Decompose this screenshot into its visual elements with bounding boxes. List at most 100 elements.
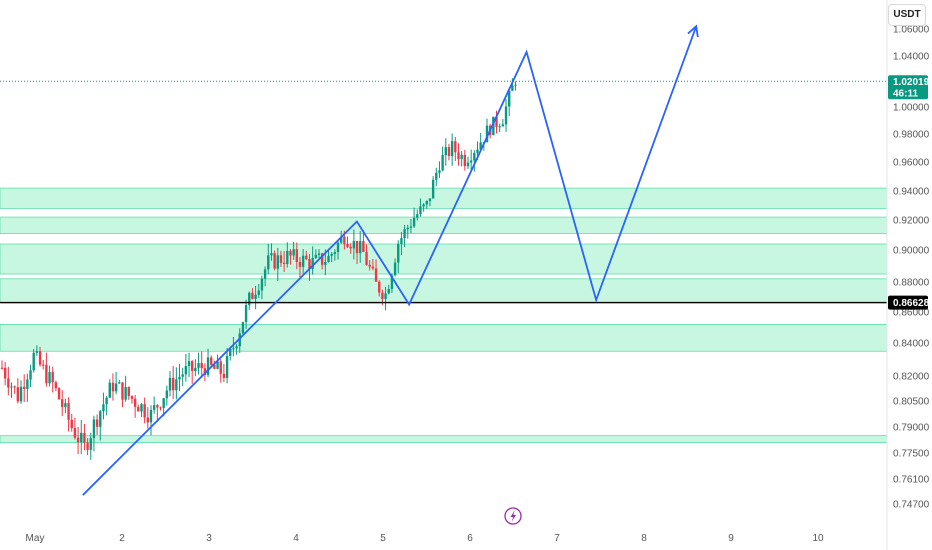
- support-zone-5: [0, 435, 888, 443]
- candle: [187, 352, 191, 378]
- candle: [403, 224, 406, 247]
- level-price-badge: 0.86628: [888, 295, 930, 310]
- candle: [447, 143, 451, 161]
- candle: [200, 351, 203, 378]
- candle: [308, 254, 311, 281]
- candle: [13, 385, 16, 394]
- candle: [48, 365, 51, 387]
- candle: [463, 149, 467, 171]
- candle: [121, 382, 124, 408]
- x-tick-label: May: [26, 533, 45, 544]
- candle: [114, 371, 118, 395]
- candle: [501, 119, 505, 127]
- candle: [244, 299, 248, 329]
- candle: [270, 243, 273, 261]
- x-tick-label: 3: [206, 533, 212, 544]
- candle: [409, 219, 413, 234]
- price-axis[interactable]: 1.06000 1.04000 1.00000 0.98000 0.96000 0.940…: [886, 0, 930, 550]
- support-zone-4: [0, 323, 888, 352]
- candle: [235, 344, 238, 355]
- candle: [67, 397, 70, 432]
- candle: [140, 402, 143, 418]
- candle: [387, 284, 390, 295]
- y-tick-label: 0.77500: [893, 449, 930, 460]
- candle: [194, 359, 197, 377]
- candle: [219, 358, 222, 383]
- candle: [355, 240, 359, 264]
- candle: [248, 291, 251, 310]
- candle: [371, 259, 375, 271]
- candle: [156, 404, 159, 420]
- y-tick-label: 0.90000: [893, 246, 930, 257]
- y-tick-label: 0.76100: [893, 475, 930, 486]
- candle: [35, 345, 39, 356]
- support-zone-2: [0, 243, 888, 275]
- candle: [191, 360, 194, 384]
- candle: [3, 362, 7, 386]
- candle: [171, 365, 175, 400]
- candle: [184, 353, 188, 382]
- candle: [130, 395, 134, 404]
- candle: [428, 198, 432, 207]
- candle: [330, 251, 333, 262]
- candle: [29, 364, 32, 387]
- candle: [273, 250, 276, 271]
- candle: [352, 229, 356, 260]
- candle: [152, 396, 156, 414]
- candle: [42, 359, 45, 370]
- candle: [76, 427, 80, 455]
- candle: [232, 336, 235, 357]
- y-tick-label: 0.98000: [893, 130, 930, 141]
- candle: [111, 373, 115, 401]
- candle: [492, 116, 495, 136]
- candle: [254, 285, 257, 310]
- candle: [51, 366, 54, 393]
- candle: [95, 414, 99, 435]
- candle: [149, 405, 153, 436]
- candle: [251, 288, 254, 300]
- x-tick-label: 10: [812, 533, 824, 544]
- lightning-icon[interactable]: [504, 507, 522, 525]
- y-tick-label: 0.86000: [893, 308, 930, 319]
- candle: [105, 395, 108, 416]
- candlesticks: [0, 78, 517, 460]
- candle: [64, 398, 67, 414]
- x-tick-label: 4: [293, 533, 299, 544]
- candle: [279, 250, 283, 267]
- candle: [514, 81, 517, 91]
- candle: [460, 151, 463, 167]
- candle: [301, 249, 305, 274]
- support-zone-3: [0, 278, 888, 304]
- candle: [349, 243, 352, 254]
- candle: [473, 150, 476, 172]
- candle: [225, 348, 229, 384]
- y-tick-label: 1.00000: [893, 103, 930, 114]
- candle: [22, 374, 26, 402]
- candle: [168, 370, 172, 397]
- candle: [26, 373, 29, 402]
- candle: [431, 176, 435, 199]
- candle: [178, 364, 181, 392]
- candle: [397, 240, 400, 274]
- candle: [70, 413, 73, 432]
- projection-path: [82, 24, 699, 496]
- candle: [311, 246, 314, 275]
- candle: [457, 143, 460, 166]
- currency-unit-button[interactable]: USDT: [888, 4, 926, 26]
- support-zone-0: [0, 187, 888, 209]
- candle: [504, 99, 508, 132]
- candle: [441, 146, 444, 172]
- candle: [359, 230, 362, 263]
- candle: [38, 346, 42, 367]
- y-tick-label: 0.88000: [893, 278, 930, 289]
- candle: [276, 247, 279, 281]
- candle: [257, 284, 260, 299]
- projection-polyline[interactable]: [82, 25, 698, 496]
- candle: [99, 409, 102, 441]
- candle: [92, 415, 96, 452]
- candle: [263, 266, 267, 287]
- candle: [73, 417, 77, 440]
- time-axis[interactable]: May 2 3 4 5 6 7 8 9 10: [26, 533, 824, 544]
